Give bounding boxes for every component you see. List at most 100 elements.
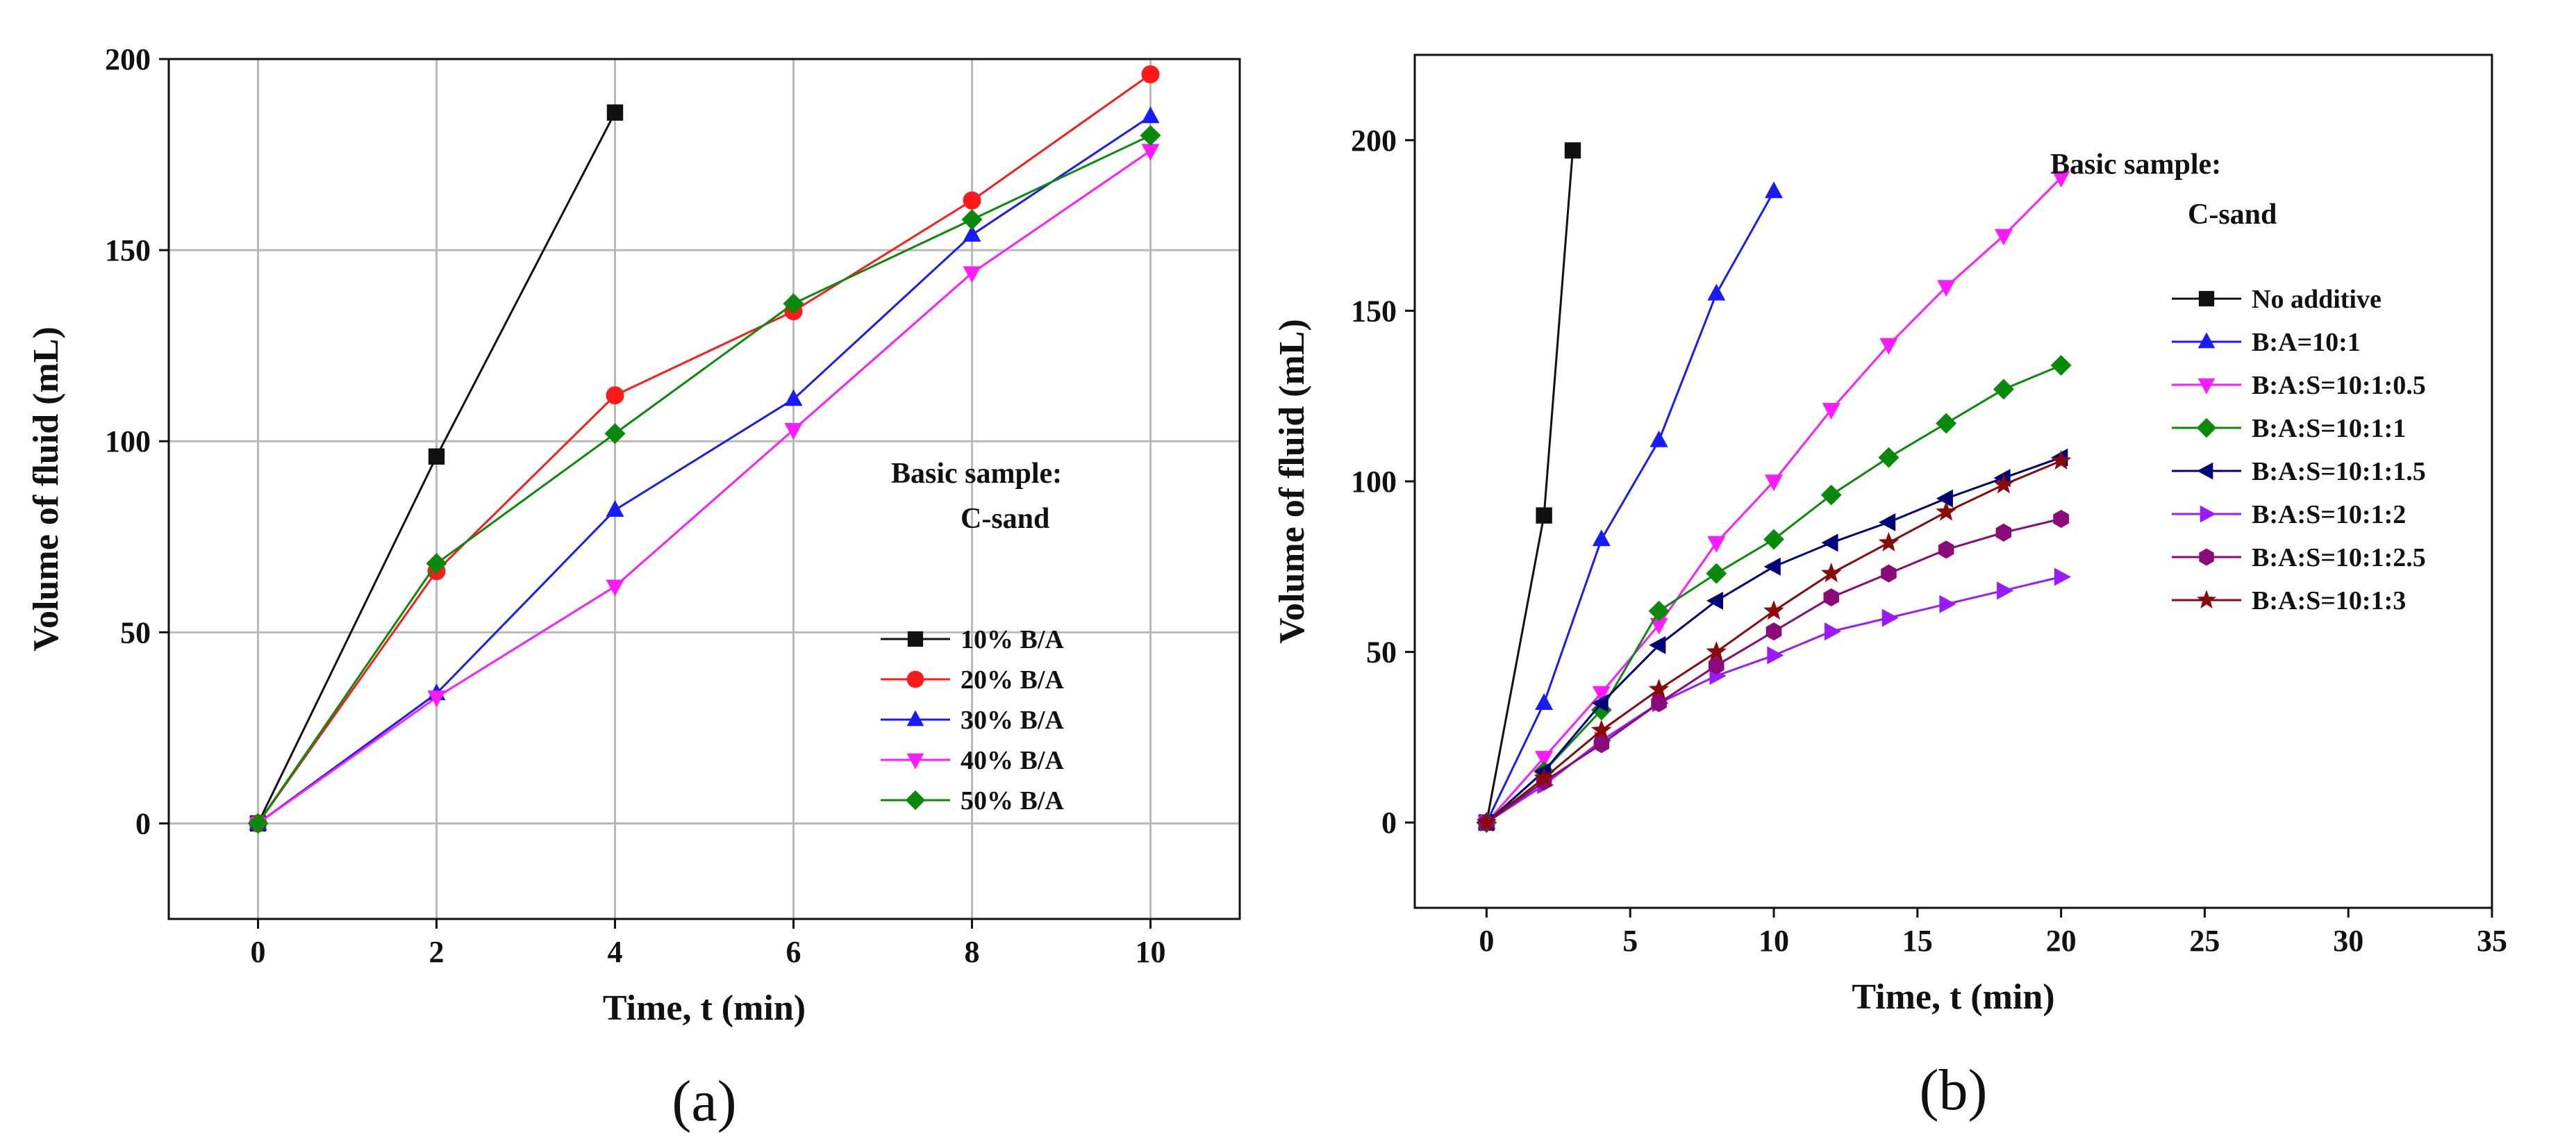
b-series-line-b-a-s-10-1-0-5 [1486,176,2062,824]
b-ytick-label-0: 0 [1381,806,1397,840]
b-legend-label-b-a-s-10-1-3: B:A:S=10:1:3 [2252,586,2406,615]
a-annotation-line-2: C-sand [961,503,1049,535]
a-series-line-20-b-a [257,73,1152,824]
b-legend-entry-b-a-s-10-1-1-5: B:A:S=10:1:1.5 [2172,457,2426,486]
b-legend-marker-b-a-s-10-1-0-5 [2197,378,2216,395]
a-plot-frame [167,58,1241,920]
b-point-b-a-s-10-1-3-1 [1534,767,1554,787]
b-point-b-a-s-10-1-3-8 [1936,501,1956,521]
b-legend: No additive B:A=10:1 B:A:S=10:1:0.5 B:A:S=1… [2172,285,2426,615]
b-point-b-a-s-10-1-1-5-3 [1649,636,1666,654]
b-panel-label: (b) [1920,1058,1988,1122]
b-point-b-a-s-10-1-0-5-4 [1707,536,1726,553]
b-legend-label-no-additive: No additive [2252,285,2382,314]
b-point-b-a-s-10-1-1-5-8 [1936,489,1953,508]
b-xtick-label-15: 15 [1902,924,1933,958]
a-ytick-label-100: 100 [105,424,151,458]
b-x-axis-title: Time, t (min) [1852,977,2054,1017]
b-point-b-a-s-10-1-3-9 [1993,474,2014,494]
b-point-b-a-s-10-1-1-7 [1878,447,1900,468]
a-legend-label-40-b-a: 40% B/A [961,746,1064,775]
a-legend-entry-30-b-a: 30% B/A [881,706,1064,735]
a-ytick-label-150: 150 [105,233,151,267]
b-point-b-a-s-10-1-2-9 [1997,581,2014,600]
a-xtick-label-4: 4 [608,935,623,969]
a-legend-entry-10-b-a: 10% B/A [881,625,1064,654]
a-y-axis-title: Volume of fluid (mL) [26,326,66,652]
b-point-b-a-s-10-1-2-5-6 [1823,588,1839,606]
b-xtick-label-20: 20 [2046,924,2077,958]
b-legend-entry-b-a-s-10-1-3: B:A:S=10:1:3 [2172,586,2406,615]
a-point-30-b-a-4 [963,224,981,242]
b-point-b-a-s-10-1-2-5-7 [1881,564,1897,583]
b-ytick-label-150: 150 [1351,294,1397,328]
b-point-b-a-s-10-1-2-6 [1825,622,1841,641]
b-legend-marker-b-a-s-10-1-2 [2200,505,2216,523]
b-point-b-a-s-10-1-0-5-3 [1650,617,1668,635]
a-point-40-b-a-3 [784,423,803,440]
a-point-30-b-a-2 [606,500,624,517]
a-series-line-30-b-a [257,115,1152,824]
b-y-axis-title: Volume of fluid (mL) [1272,319,1312,644]
b-point-b-a-s-10-1-1-8 [1936,413,1957,434]
b-point-b-a-s-10-1-1-10 [2050,355,2072,376]
a-point-20-b-a-4 [963,191,981,210]
b-xtick-label-35: 35 [2477,924,2507,958]
a-ytick-label-50: 50 [120,615,151,649]
b-legend-entry-b-a-s-10-1-1: B:A:S=10:1:1 [2172,414,2406,443]
b-point-b-a-10-1-1 [1535,693,1554,710]
a-xtick-label-6: 6 [786,935,801,969]
b-point-b-a-s-10-1-2-5 [1767,646,1784,665]
a-legend-label-20-b-a: 20% B/A [961,665,1064,695]
a-point-50-b-a-2 [604,423,626,445]
b-annotation-line-1: Basic sample: [2050,149,2221,181]
a-legend-marker-20-b-a [906,670,924,688]
a-series-50-b-a [247,125,1161,834]
a-point-20-b-a-5 [1141,65,1160,84]
b-ytick-label-200: 200 [1351,124,1397,158]
a-point-40-b-a-1 [427,690,446,708]
a-legend: 10% B/A 20% B/A 30% B/A 40% B/A 50% B/A [881,625,1064,815]
b-series-b-a-s-10-1-3 [1476,449,2072,831]
b-series-line-no-additive [1485,150,1574,823]
b-point-b-a-10-1-4 [1707,283,1726,301]
b-point-b-a-s-10-1-1-4 [1706,563,1727,584]
b-series-line-b-a-10-1 [1486,190,1775,823]
a-series-line-50-b-a [257,134,1152,824]
b-legend-label-b-a-s-10-1-1: B:A:S=10:1:1 [2252,414,2406,443]
b-point-b-a-s-10-1-2-5-5 [1765,622,1782,641]
b-point-b-a-s-10-1-3-2 [1591,720,1612,740]
b-xtick-label-5: 5 [1622,924,1638,958]
a-panel-label: (a) [672,1069,736,1134]
a-legend-marker-50-b-a [905,790,926,811]
a-xtick-label-10: 10 [1136,935,1166,969]
b-xtick-label-30: 30 [2333,924,2363,958]
a-legend-label-10-b-a: 10% B/A [961,625,1064,654]
b-point-b-a-s-10-1-1-9 [1993,379,2014,400]
a-legend-marker-40-b-a [906,753,924,770]
a-xtick-label-8: 8 [965,935,980,969]
a-xtick-label-2: 2 [429,935,444,969]
b-point-b-a-s-10-1-1-6 [1820,484,1842,506]
b-point-b-a-s-10-1-2-10 [2054,567,2071,586]
a-series-line-40-b-a [257,149,1152,824]
a-legend-label-30-b-a: 30% B/A [961,706,1064,735]
b-legend-marker-b-a-s-10-1-1-5 [2197,462,2213,480]
b-point-b-a-s-10-1-2-5-9 [1995,523,2012,542]
a-point-30-b-a-3 [784,389,803,406]
b-series-b-a-s-10-1-2-5 [1479,510,2069,832]
b-point-b-a-10-1-3 [1650,430,1668,447]
a-point-40-b-a-2 [606,579,624,597]
a-ytick-label-200: 200 [105,42,151,76]
b-point-b-a-s-10-1-0-5-2 [1592,686,1611,703]
b-point-b-a-s-10-1-1-5 [1763,529,1784,550]
b-legend-label-b-a-s-10-1-0-5: B:A:S=10:1:0.5 [2252,371,2426,400]
chart-panel-b: 0 5 10 15 20 25 30 35 0 50 100 150 200 Time, t (min) V… [1272,53,2507,1122]
b-point-b-a-s-10-1-2-5-2 [1593,735,1610,754]
b-point-b-a-s-10-1-3-7 [1878,531,1900,552]
a-point-50-b-a-4 [961,209,983,230]
b-point-b-a-s-10-1-2-5-3 [1651,694,1667,713]
b-legend-entry-b-a-s-10-1-0-5: B:A:S=10:1:0.5 [2172,371,2426,400]
b-series-no-additive [1478,142,1581,831]
